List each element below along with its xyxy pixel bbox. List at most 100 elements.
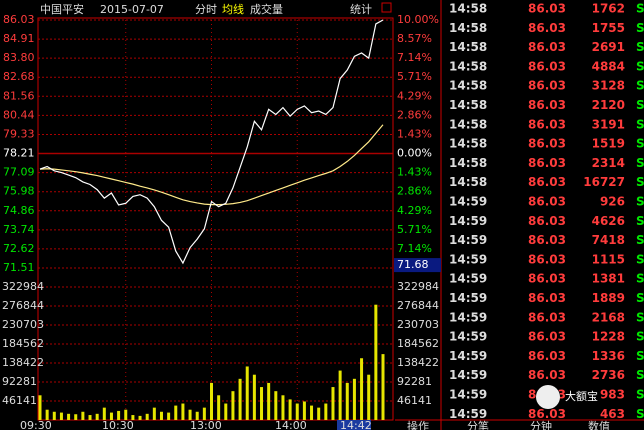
trade-volume: 463 — [600, 407, 625, 421]
trade-side: S — [636, 2, 644, 16]
trade-price: 86.03 — [528, 79, 566, 93]
close-box[interactable] — [381, 2, 392, 13]
volume-bar — [267, 382, 271, 420]
vol-label-right: 46141 — [397, 394, 432, 407]
price-label: 72.62 — [3, 242, 35, 255]
volume-bar — [367, 374, 371, 420]
trade-time: 14:58 — [449, 59, 487, 73]
current-price-box — [394, 258, 441, 273]
time-label: 09:30 — [20, 419, 52, 430]
pct-label: 1.43% — [397, 127, 432, 140]
price-label: 82.68 — [3, 70, 35, 83]
trade-volume: 926 — [600, 195, 625, 209]
trade-time: 14:59 — [449, 233, 487, 247]
trade-price: 86.03 — [528, 98, 566, 112]
pct-label: 8.57% — [397, 32, 432, 45]
mode: 分时 — [195, 3, 217, 16]
vol-legend[interactable]: 成交量 — [250, 2, 283, 16]
trade-time: 14:58 — [449, 175, 487, 189]
trade-volume: 2691 — [592, 40, 625, 54]
price-label: 81.56 — [3, 89, 35, 102]
trade-price: 86.03 — [528, 252, 566, 266]
pct-label: 5.71% — [397, 223, 432, 236]
tab[interactable]: 分笔 — [467, 419, 489, 430]
price-line — [39, 19, 384, 265]
trade-price: 86.03 — [528, 349, 566, 363]
trade-price: 86.03 — [528, 214, 566, 228]
volume-bar — [274, 391, 278, 420]
volume-bar — [81, 411, 85, 420]
vol-label: 46141 — [2, 394, 37, 407]
volume-bar — [102, 407, 106, 420]
volume-bar — [167, 412, 171, 420]
trade-side: S — [636, 291, 644, 305]
trade-side: S — [636, 156, 644, 170]
pct-label: 5.71% — [397, 70, 432, 83]
volume-bar — [88, 415, 92, 420]
trade-time: 14:58 — [449, 2, 487, 16]
trade-price: 86.03 — [528, 117, 566, 131]
price-label: 86.03 — [3, 13, 35, 26]
trade-side: S — [636, 214, 644, 228]
volume-bar — [338, 370, 342, 420]
trade-side: S — [636, 59, 644, 73]
trade-time: 14:59 — [449, 214, 487, 228]
volume-bar — [95, 413, 99, 420]
volume-bar — [352, 378, 356, 420]
vol-label-right: 230703 — [397, 318, 439, 331]
volume-bar — [195, 411, 199, 420]
trade-time: 14:59 — [449, 252, 487, 266]
price-label: 83.80 — [3, 51, 35, 64]
vol-label: 92281 — [2, 375, 37, 388]
volume-bar — [38, 395, 42, 420]
trade-price: 86.03 — [528, 291, 566, 305]
volume-bar — [202, 407, 206, 420]
trade-volume: 1336 — [592, 349, 625, 363]
trade-side: S — [636, 252, 644, 266]
vol-label-right: 276844 — [397, 299, 439, 312]
vol-label-right: 92281 — [397, 375, 432, 388]
time-label: 10:30 — [102, 419, 134, 430]
vol-label: 184562 — [2, 337, 44, 350]
date: 2015-07-07 — [100, 3, 164, 16]
volume-bar — [245, 366, 249, 420]
trade-price: 86.03 — [528, 40, 566, 54]
trade-volume: 16727 — [583, 175, 625, 189]
trade-volume: 983 — [600, 388, 625, 402]
trade-price: 86.03 — [528, 310, 566, 324]
pct-label: 0.00% — [397, 147, 432, 160]
price-label: 78.21 — [3, 147, 35, 160]
price-label: 79.33 — [3, 127, 35, 140]
time-label: 13:00 — [190, 419, 222, 430]
trade-price: 86.03 — [528, 330, 566, 344]
trade-side: S — [636, 233, 644, 247]
tab[interactable]: 分钟 — [530, 419, 552, 430]
trade-time: 14:58 — [449, 79, 487, 93]
price-label: 73.74 — [3, 223, 35, 236]
trade-side: S — [636, 137, 644, 151]
vol-label-right: 322984 — [397, 280, 439, 293]
current-price: 71.68 — [397, 258, 429, 271]
trade-time: 14:59 — [449, 291, 487, 305]
price-label: 74.86 — [3, 204, 35, 217]
tab[interactable]: 数值 — [588, 420, 610, 430]
trade-volume: 4626 — [592, 214, 625, 228]
volume-bar — [45, 409, 49, 420]
volume-bar — [138, 415, 142, 420]
volume-bar — [302, 401, 306, 420]
pct-label: 1.43% — [397, 166, 432, 179]
trade-volume: 1889 — [592, 291, 625, 305]
trade-volume: 3191 — [592, 117, 625, 131]
trade-price: 86.03 — [528, 233, 566, 247]
tab[interactable]: 操作 — [407, 419, 429, 430]
volume-bar — [131, 415, 135, 420]
trade-time: 14:58 — [449, 21, 487, 35]
volume-bar — [374, 304, 378, 420]
trade-volume: 1228 — [592, 330, 625, 344]
trade-time: 14:59 — [449, 272, 487, 286]
trade-price: 86.03 — [528, 156, 566, 170]
stats-button[interactable]: 统计 — [350, 3, 372, 16]
pct-label: 7.14% — [397, 51, 432, 64]
vol-label-right: 138422 — [397, 356, 439, 369]
avg-legend[interactable]: 均线 — [222, 2, 244, 16]
